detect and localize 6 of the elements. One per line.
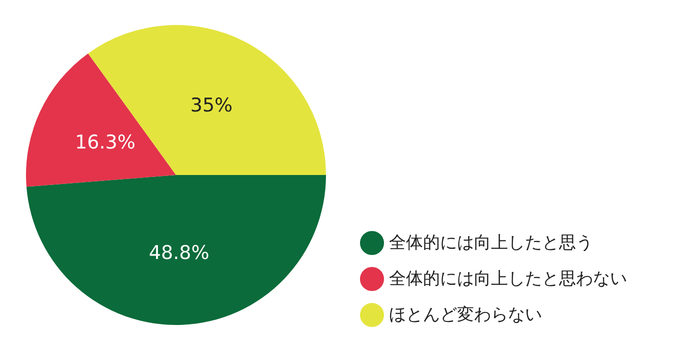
data-label: 48.8%: [148, 242, 210, 264]
legend-label: 全体的には向上したと思う: [389, 233, 593, 253]
data-label: 16.3%: [75, 131, 136, 154]
legend-label: 全体的には向上したと思わない: [389, 269, 627, 289]
data-label: 35%: [190, 94, 233, 117]
legend-label: ほとんど変わらない: [389, 305, 542, 325]
